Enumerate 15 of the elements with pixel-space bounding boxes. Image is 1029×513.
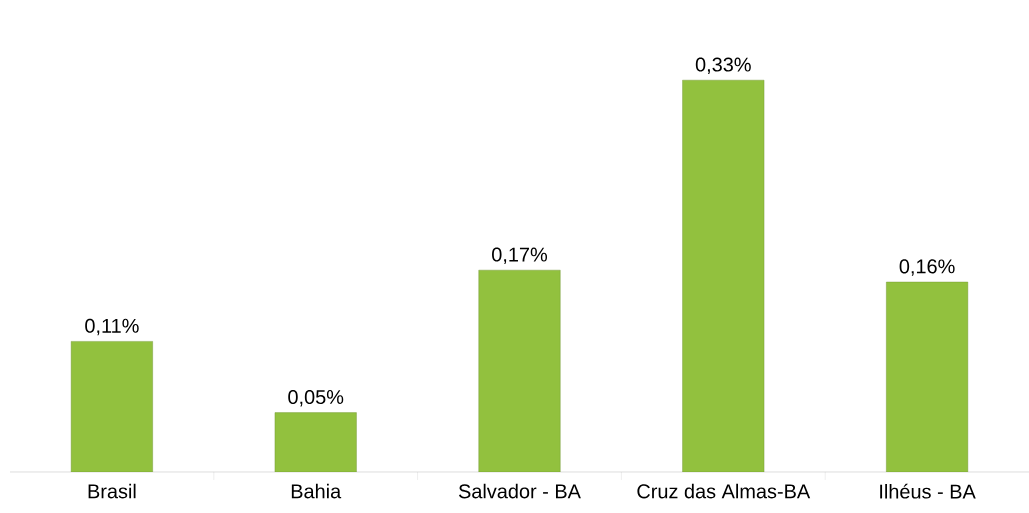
x-tick-label: Ilhéus - BA <box>880 483 976 499</box>
bar <box>478 269 561 472</box>
data-label: 0,16% <box>899 259 955 276</box>
bar <box>274 412 357 472</box>
x-tick-label: Bahia <box>291 483 342 499</box>
bar <box>70 341 153 472</box>
data-label: 0,05% <box>288 389 344 407</box>
x-tick-label: Cruz das Almas-BA <box>637 483 811 499</box>
data-label: 0,33% <box>695 57 751 74</box>
bar <box>886 281 969 472</box>
x-tick-label: Brasil <box>88 483 136 499</box>
data-label: 0,17% <box>492 247 548 264</box>
data-label: 0,11% <box>85 318 139 336</box>
bar <box>682 79 765 472</box>
x-tick-label: Salvador - BA <box>458 483 581 499</box>
